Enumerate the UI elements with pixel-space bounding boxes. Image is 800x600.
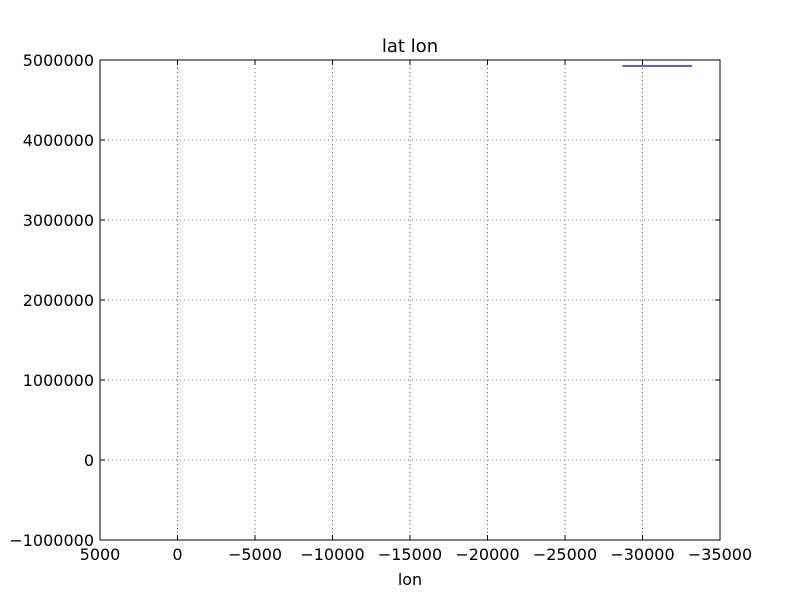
y-tick-label: 5000000 [23,51,94,70]
tick-layer: 5000 0 −5000 −10000 −15000 −20000 −25000 −30000… [9,51,752,564]
grid-layer [99,59,721,541]
y-tick-label: 2000000 [23,291,94,310]
x-tick-label: −30000 [610,545,674,564]
x-tick-label: 0 [172,545,182,564]
chart-title: lat lon [382,36,438,57]
x-tick-label: −20000 [455,545,519,564]
x-tick-label: −15000 [378,545,442,564]
y-tick-label: 4000000 [23,131,94,150]
y-tick-label: 1000000 [23,371,94,390]
x-tick-label: −10000 [300,545,364,564]
x-tick-label: −25000 [533,545,597,564]
x-axis-label: lon [398,570,422,589]
x-tick-label: −35000 [688,545,752,564]
y-tick-label: 3000000 [23,211,94,230]
y-tick-label: −1000000 [9,531,94,550]
x-tick-label: 5000 [80,545,121,564]
y-tick-label: 0 [84,451,94,470]
x-tick-label: −5000 [228,545,282,564]
